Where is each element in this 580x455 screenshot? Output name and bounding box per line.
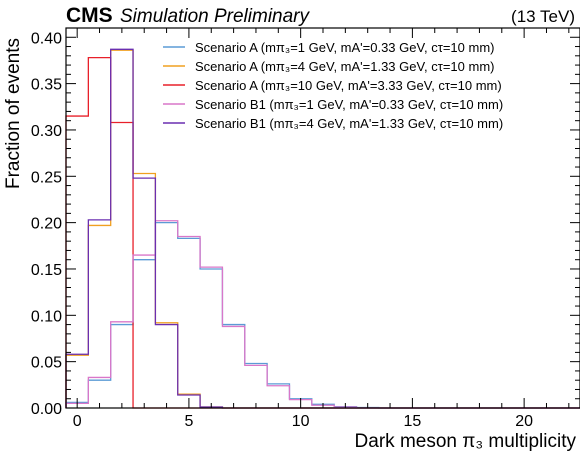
y-tick-label: 0.30 xyxy=(31,123,62,140)
y-tick-label: 0.35 xyxy=(31,77,62,94)
y-tick-label: 0.10 xyxy=(31,308,62,325)
y-tick-label: 0.05 xyxy=(31,355,62,372)
x-axis-title: Dark meson π₃ multiplicity xyxy=(355,431,577,452)
y-tick-label: 0.00 xyxy=(31,401,62,418)
status-label: Simulation Preliminary xyxy=(120,6,311,27)
axes-group: 0.00 0.05 0.10 0.15 0.20 0.25 0.30 0.35 0.40 0 5 10… xyxy=(31,27,580,430)
y-axis-title: Fraction of events xyxy=(3,38,24,189)
x-tick-label: 15 xyxy=(403,413,421,430)
series-line-1 xyxy=(65,221,580,409)
x-tick-label: 20 xyxy=(515,413,533,430)
legend-entry-2: Scenario A (mπ₃=4 GeV, mA'=1.33 GeV, cτ=… xyxy=(195,59,494,74)
legend-entry-3: Scenario A (mπ₃=10 GeV, mA'=3.33 GeV, cτ… xyxy=(195,78,502,93)
cms-brand-label: CMS xyxy=(66,4,113,27)
legend: Scenario A (mπ₃=1 GeV, mA'=0.33 GeV, cτ=… xyxy=(163,40,503,131)
energy-label: (13 TeV) xyxy=(511,7,575,26)
legend-entry-5: Scenario B1 (mπ₃=4 GeV, mA'=1.33 GeV, cτ… xyxy=(195,116,503,131)
x-tick-label: 5 xyxy=(184,413,193,430)
series-line-4 xyxy=(65,220,580,409)
y-tick-label: 0.25 xyxy=(31,169,62,186)
y-tick-label: 0.40 xyxy=(31,30,62,47)
x-tick-label: 10 xyxy=(292,413,310,430)
x-tick-label: 0 xyxy=(73,413,82,430)
y-tick-label: 0.20 xyxy=(31,216,62,233)
legend-entry-4: Scenario B1 (mπ₃=1 GeV, mA'=0.33 GeV, cτ… xyxy=(195,97,503,112)
y-tick-label: 0.15 xyxy=(31,262,62,279)
chart-header: CMS Simulation Preliminary (13 TeV) xyxy=(66,4,575,27)
legend-entry-1: Scenario A (mπ₃=1 GeV, mA'=0.33 GeV, cτ=… xyxy=(195,40,494,55)
